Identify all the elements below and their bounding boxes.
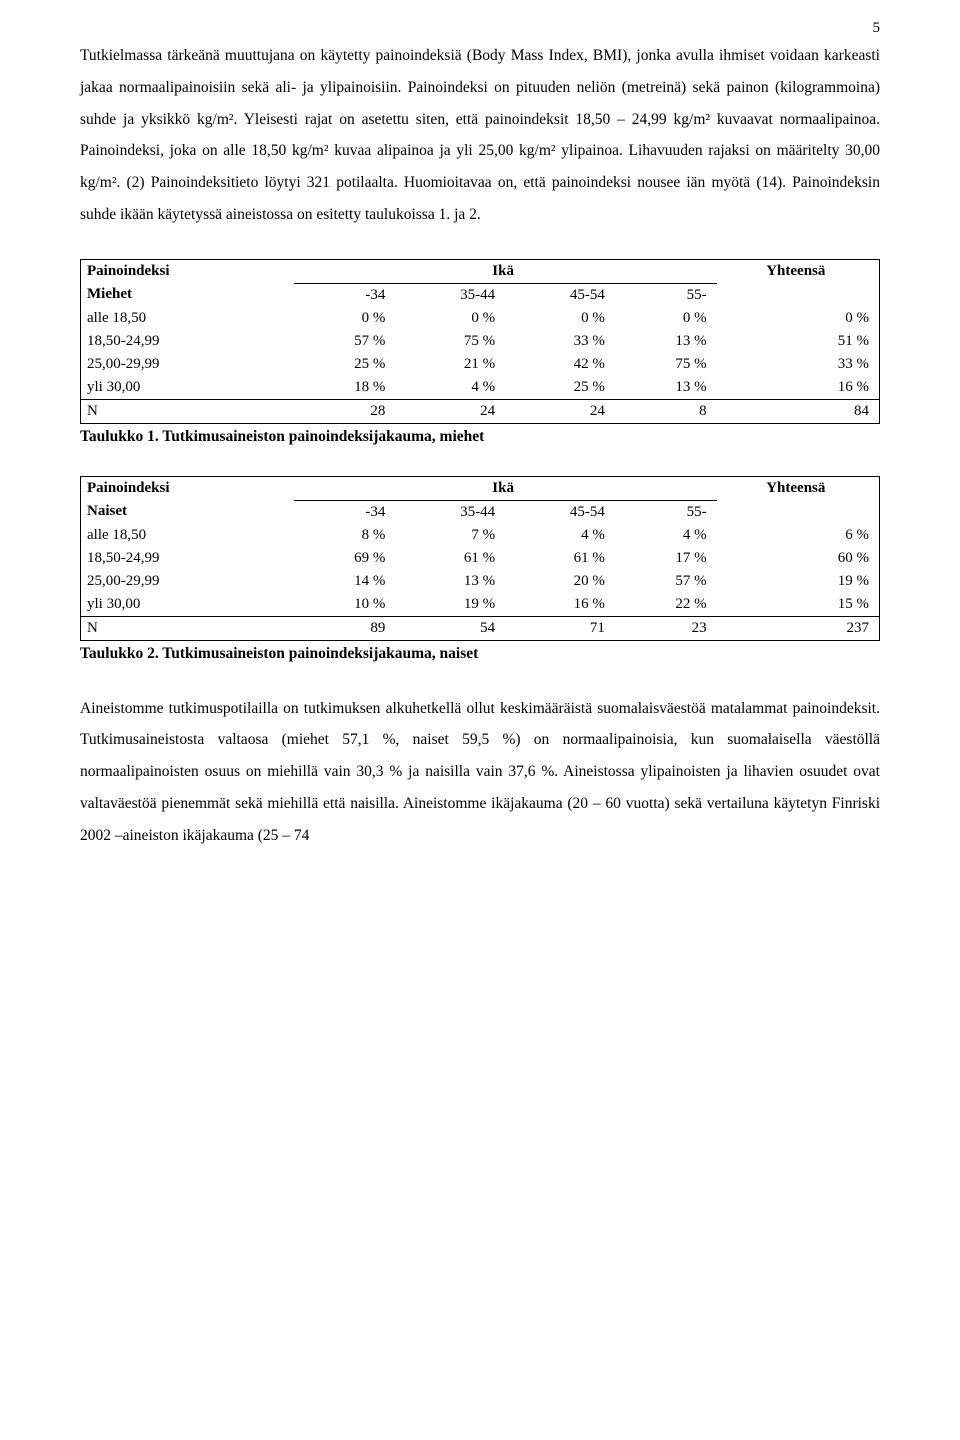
table1-header-yhteensa: Yhteensä — [717, 259, 880, 283]
table-miehet: Painoindeksi Ikä Yhteensä Miehet -34 35-… — [80, 259, 880, 424]
table2-agecol-2: 45-54 — [505, 500, 615, 524]
table-row: yli 30,00 10 % 19 % 16 % 22 % 15 % — [81, 593, 880, 617]
table2-header-ika: Ikä — [294, 476, 717, 500]
paragraph-1: Tutkielmassa tärkeänä muuttujana on käyt… — [80, 40, 880, 231]
table-row: 18,50-24,99 57 % 75 % 33 % 13 % 51 % — [81, 330, 880, 353]
page-number: 5 — [873, 20, 881, 37]
table2-group-label: Naiset — [81, 500, 294, 524]
table-row: 18,50-24,99 69 % 61 % 61 % 17 % 60 % — [81, 547, 880, 570]
table1-header-ika: Ikä — [294, 259, 717, 283]
table-row: 25,00-29,99 14 % 13 % 20 % 57 % 19 % — [81, 570, 880, 593]
table-row: alle 18,50 0 % 0 % 0 % 0 % 0 % — [81, 307, 880, 330]
table1-header-painoindeksi: Painoindeksi — [81, 259, 294, 283]
table2-agecol-1: 35-44 — [395, 500, 505, 524]
table-row: yli 30,00 18 % 4 % 25 % 13 % 16 % — [81, 376, 880, 400]
table2-caption: Taulukko 2. Tutkimusaineiston painoindek… — [80, 645, 880, 663]
paragraph-2: Aineistomme tutkimuspotilailla on tutkim… — [80, 693, 880, 852]
table2-header-painoindeksi: Painoindeksi — [81, 476, 294, 500]
table-naiset: Painoindeksi Ikä Yhteensä Naiset -34 35-… — [80, 476, 880, 641]
page: 5 Tutkielmassa tärkeänä muuttujana on kä… — [0, 0, 960, 911]
table-row-n: N 89 54 71 23 237 — [81, 616, 880, 640]
table-row: alle 18,50 8 % 7 % 4 % 4 % 6 % — [81, 524, 880, 547]
table1-agecol-0: -34 — [294, 283, 396, 307]
table2-agecol-0: -34 — [294, 500, 396, 524]
table-row-n: N 28 24 24 8 84 — [81, 399, 880, 423]
table2-agecol-3: 55- — [615, 500, 717, 524]
table1-group-label: Miehet — [81, 283, 294, 307]
table1-agecol-1: 35-44 — [395, 283, 505, 307]
table1-agecol-2: 45-54 — [505, 283, 615, 307]
table1-agecol-3: 55- — [615, 283, 717, 307]
table2-header-yhteensa: Yhteensä — [717, 476, 880, 500]
table-row: 25,00-29,99 25 % 21 % 42 % 75 % 33 % — [81, 353, 880, 376]
table1-caption: Taulukko 1. Tutkimusaineiston painoindek… — [80, 428, 880, 446]
